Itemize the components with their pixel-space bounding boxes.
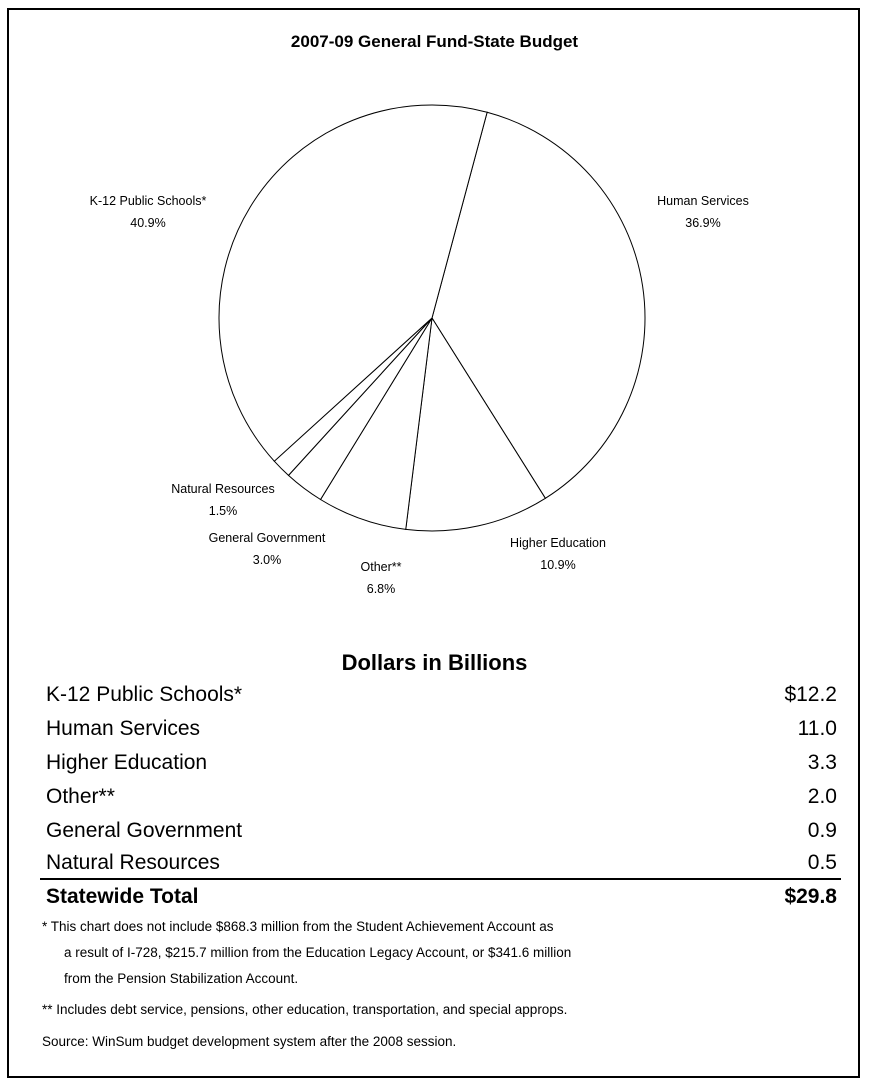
pie-chart <box>218 104 646 532</box>
row-value: 11.0 <box>797 717 837 740</box>
row-value: 0.9 <box>807 819 837 842</box>
slice-label-general-government: General Government 3.0% <box>208 531 326 567</box>
table-row-general-government: General Government 0.9 <box>46 816 837 846</box>
row-label: Higher Education <box>46 751 208 774</box>
slice-label-human-services: Human Services 36.9% <box>657 194 749 230</box>
table-row-total: Statewide Total $29.8 <box>46 882 837 912</box>
footnote-1-line-3: from the Pension Stabilization Account. <box>64 971 299 986</box>
table-row-natural-resources: Natural Resources 0.5 <box>46 848 837 878</box>
slice-label-higher-education: Higher Education 10.9% <box>510 536 606 572</box>
footnote-1-line-2: a result of I-728, $215.7 million from t… <box>64 945 572 960</box>
chart-title: 2007-09 General Fund-State Budget <box>290 32 579 51</box>
row-label: K-12 Public Schools* <box>46 683 243 706</box>
pie-slice-higher-education <box>405 316 547 532</box>
row-label: Human Services <box>46 717 201 740</box>
chart-frame <box>7 8 860 1078</box>
row-value: 0.5 <box>807 851 837 874</box>
slice-label-other: Other** 6.8% <box>360 560 402 596</box>
table-row-other: Other** 2.0 <box>46 782 837 812</box>
row-label: General Government <box>46 819 243 842</box>
slice-label-k12: K-12 Public Schools* 40.9% <box>89 194 207 230</box>
total-value: $29.8 <box>784 885 837 908</box>
pie-slice-k-12-public-schools <box>218 104 488 462</box>
row-label: Other** <box>46 785 115 808</box>
footnote-2: ** Includes debt service, pensions, othe… <box>42 1002 568 1017</box>
row-value: $12.2 <box>784 683 837 706</box>
footnote-1-line-1: * This chart does not include $868.3 mil… <box>42 919 554 934</box>
slice-label-natural-resources: Natural Resources 1.5% <box>171 482 275 518</box>
total-divider <box>40 878 841 880</box>
table-row-k12: K-12 Public Schools* $12.2 <box>46 680 837 710</box>
table-row-higher-education: Higher Education 3.3 <box>46 748 837 778</box>
table-heading: Dollars in Billions <box>341 650 528 675</box>
row-value: 2.0 <box>807 785 837 808</box>
row-label: Natural Resources <box>46 851 220 874</box>
source-note: Source: WinSum budget development system… <box>42 1034 457 1049</box>
row-value: 3.3 <box>807 751 837 774</box>
table-row-human-services: Human Services 11.0 <box>46 714 837 744</box>
total-label: Statewide Total <box>46 885 199 908</box>
